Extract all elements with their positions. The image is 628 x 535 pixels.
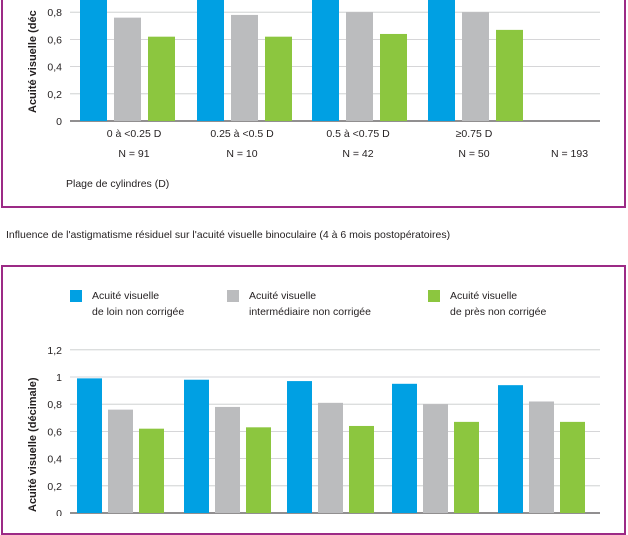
legend-intermediate-line2: intermédiaire non corrigée [249, 306, 371, 318]
chart-top: 0 0,2 0,4 0,6 0,8 0 à <0.25 D N = 91 0.25 à <0… [27, 0, 600, 190]
x-category-label: 0.25 à <0.5 D [210, 128, 274, 140]
x-category-label: ≥0.75 D [456, 128, 493, 140]
bar-near [139, 428, 164, 513]
bar-far [392, 383, 417, 513]
bar-far [312, 0, 339, 121]
x-n-label: N = 50 [458, 148, 489, 160]
figure-caption: Influence de l'astigmatisme résiduel sur… [6, 229, 451, 241]
bar-far [197, 0, 224, 121]
bar-near [380, 33, 407, 121]
y-tick-label: 1,2 [47, 345, 62, 357]
y-tick-label: 0,2 [47, 89, 62, 101]
bar-near [496, 29, 523, 122]
y-tick-label: 0,4 [47, 454, 62, 466]
y-tick-label: 0,8 [47, 7, 62, 19]
bar-near [246, 427, 271, 513]
y-axis-label: Acuité visuelle (déc [27, 10, 39, 113]
bar-near [349, 425, 374, 513]
bar-intermediate [114, 17, 141, 121]
legend-far-line2: de loin non corrigée [92, 306, 185, 318]
legend-intermediate-line1: Acuité visuelle [249, 290, 317, 302]
bar-intermediate [231, 14, 258, 122]
y-tick-label: 0 [56, 508, 62, 516]
bar-intermediate [108, 409, 133, 513]
legend-swatch-intermediate [227, 290, 239, 302]
x-category-label: 0 à <0.25 D [107, 128, 162, 140]
legend-swatch-far [70, 290, 82, 302]
bar-intermediate [529, 401, 554, 513]
legend-near-line1: Acuité visuelle [450, 290, 518, 302]
bar-far [428, 0, 455, 121]
chart-bottom: 0 0,2 0,4 0,6 0,8 1 1,2 Acuité visuelle (décim… [27, 345, 600, 516]
total-n-label: N = 193 [551, 148, 588, 160]
x-n-label: N = 42 [342, 148, 373, 160]
legend-far-line1: Acuité visuelle [92, 290, 160, 302]
bar-far [498, 385, 523, 513]
bar-intermediate [423, 404, 448, 513]
bar-far [287, 381, 312, 513]
y-tick-label: 0,2 [47, 481, 62, 493]
bar-near [148, 36, 175, 121]
bar-near [265, 36, 292, 121]
y-axis-label-bottom: Acuité visuelle (décimale) [27, 377, 39, 512]
y-tick-label: 0,6 [47, 426, 62, 438]
bar-intermediate [462, 12, 489, 122]
bar-far [77, 378, 102, 513]
bar-far [184, 379, 209, 513]
legend-swatch-near [428, 290, 440, 302]
x-category-label: 0.5 à <0.75 D [326, 128, 390, 140]
bar-intermediate [346, 12, 373, 122]
y-tick-label: 0,8 [47, 399, 62, 411]
y-tick-label: 0,6 [47, 34, 62, 46]
bar-near [560, 421, 585, 513]
bar-far [80, 0, 107, 121]
x-n-label: N = 10 [226, 148, 257, 160]
y-tick-label: 0 [56, 116, 62, 128]
y-tick-label: 1 [56, 372, 62, 384]
bar-intermediate [215, 406, 240, 513]
legend-near-line2: de près non corrigée [450, 306, 547, 318]
x-n-label: N = 91 [118, 148, 149, 160]
bar-near [454, 421, 479, 513]
x-axis-label: Plage de cylindres (D) [66, 178, 169, 190]
bar-intermediate [318, 402, 343, 513]
y-tick-label: 0,4 [47, 62, 62, 74]
